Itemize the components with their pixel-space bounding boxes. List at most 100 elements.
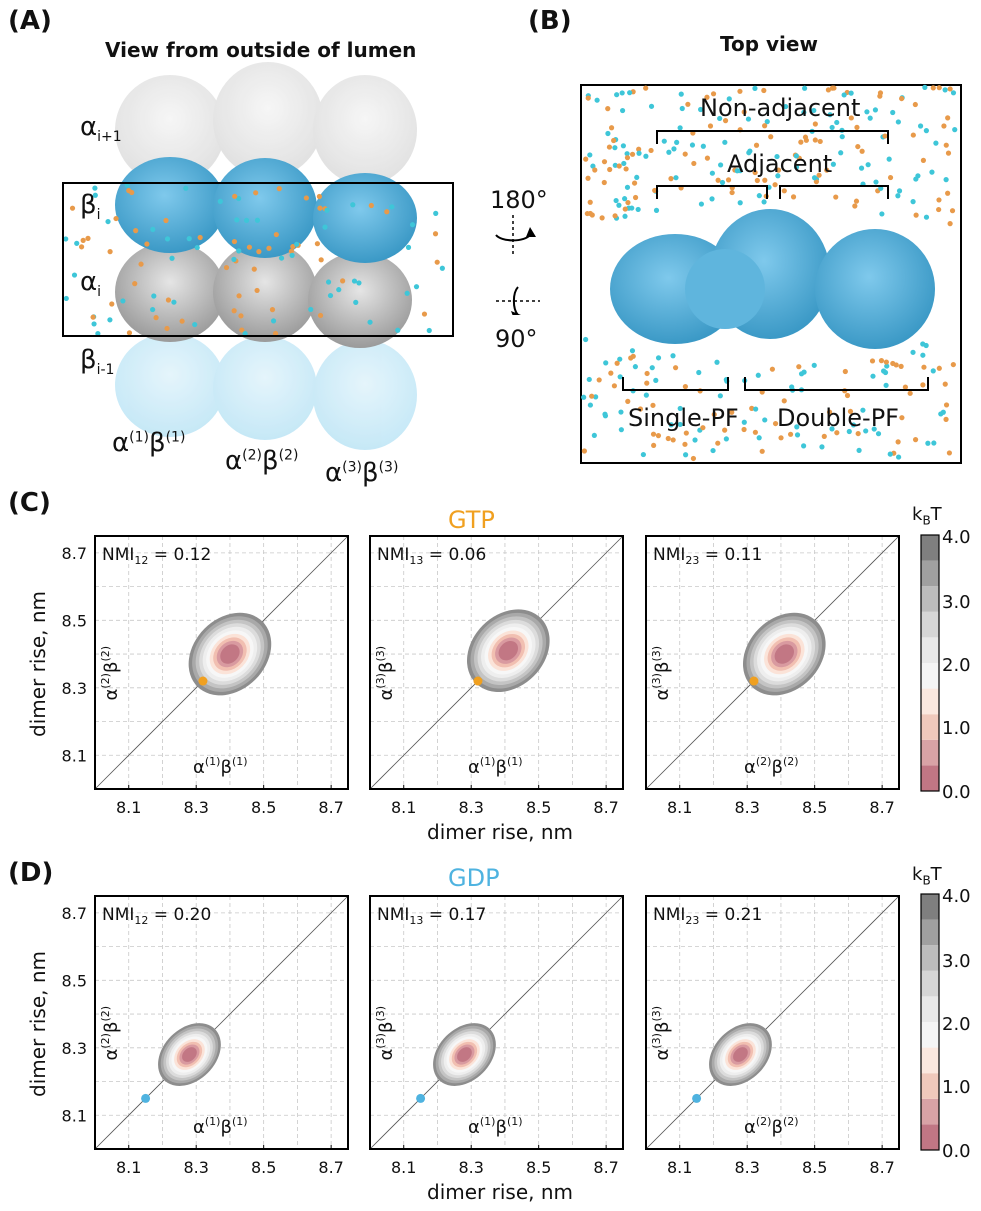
ion bbox=[936, 85, 942, 91]
ion bbox=[950, 361, 956, 368]
x-tick-label: 8.7 bbox=[593, 798, 618, 817]
ion bbox=[107, 249, 113, 255]
x-tick-label: 8.1 bbox=[116, 1158, 141, 1177]
ion bbox=[829, 426, 835, 432]
ion bbox=[710, 91, 717, 97]
ion bbox=[811, 362, 817, 368]
colorbar-level bbox=[921, 663, 939, 689]
ion bbox=[887, 174, 894, 181]
ion bbox=[709, 196, 715, 202]
ion bbox=[340, 278, 346, 284]
ion bbox=[432, 231, 439, 237]
panel-d-xlabel: dimer rise, nm bbox=[427, 1180, 573, 1204]
ion bbox=[691, 160, 697, 167]
ion bbox=[169, 255, 175, 261]
heatmap-plot: 8.1 8.3 8.5 8.7 NMI13 = 0.06 α(1)β(1) α(3)β(3) bbox=[369, 535, 624, 817]
ion bbox=[698, 106, 704, 113]
ion bbox=[883, 359, 889, 365]
ion bbox=[893, 362, 899, 368]
ion bbox=[801, 109, 807, 115]
heatmap-plot: 8.1 8.3 8.5 8.7 8.1 8.3 8.5 8.7 NMI12 = 0.12 α(1)… bbox=[62, 535, 349, 817]
ion bbox=[856, 447, 862, 454]
ion bbox=[672, 365, 679, 371]
ion bbox=[612, 145, 618, 151]
heatmap-plot: 8.1 8.3 8.5 8.7 8.1 8.3 8.5 8.7 NMI12 = 0.20 α(1)… bbox=[62, 895, 349, 1177]
x-tick-label: 8.1 bbox=[667, 798, 692, 817]
ion bbox=[853, 198, 860, 204]
ion bbox=[854, 124, 860, 130]
ion bbox=[682, 151, 688, 157]
x-tick-label: 8.5 bbox=[526, 1158, 551, 1177]
colorbar-level bbox=[921, 1073, 939, 1099]
ion bbox=[120, 298, 126, 304]
ion bbox=[775, 173, 781, 179]
ion bbox=[640, 451, 646, 458]
ion bbox=[608, 370, 614, 376]
ion bbox=[632, 364, 638, 370]
ion bbox=[353, 299, 359, 305]
panel-d-cbar-unit: kBT bbox=[912, 864, 942, 888]
ion bbox=[133, 228, 139, 234]
contour-level bbox=[733, 1047, 748, 1062]
ion bbox=[741, 109, 747, 115]
ion bbox=[729, 189, 735, 196]
ion bbox=[256, 249, 262, 255]
ion bbox=[922, 84, 928, 90]
ion bbox=[923, 128, 929, 134]
ion bbox=[863, 428, 869, 434]
ion bbox=[602, 411, 608, 417]
x-tick-label: 8.3 bbox=[734, 1158, 759, 1177]
ion bbox=[717, 393, 723, 399]
ion bbox=[612, 213, 618, 219]
ion bbox=[620, 143, 626, 149]
ion bbox=[796, 364, 802, 370]
ion bbox=[707, 123, 714, 129]
panel-d-ylabel: dimer rise, nm bbox=[26, 951, 50, 1097]
ion bbox=[709, 170, 715, 176]
ion bbox=[938, 411, 944, 417]
ion bbox=[841, 92, 847, 98]
y-tick-label: 8.3 bbox=[62, 679, 87, 698]
ion bbox=[884, 363, 890, 369]
ion bbox=[813, 179, 820, 185]
rotation-icons bbox=[495, 215, 540, 315]
ion bbox=[163, 217, 169, 224]
ion bbox=[652, 187, 658, 194]
ion bbox=[910, 199, 916, 205]
ion bbox=[605, 130, 611, 137]
ion bbox=[217, 198, 223, 204]
ion bbox=[627, 90, 633, 96]
x-dimer-label: α(1)β(1) bbox=[193, 755, 248, 778]
ion bbox=[621, 160, 627, 167]
ion bbox=[920, 382, 926, 388]
ion bbox=[811, 107, 817, 114]
x-tick-label: 8.7 bbox=[318, 1158, 343, 1177]
ion bbox=[677, 405, 683, 412]
plot-frame bbox=[94, 895, 349, 1150]
ion bbox=[164, 325, 170, 332]
ion bbox=[183, 185, 189, 191]
x-dimer-label: α(2)β(2) bbox=[744, 1115, 799, 1138]
beta-i-minus-1-blobs bbox=[115, 333, 417, 450]
ion bbox=[587, 152, 593, 158]
ion bbox=[945, 190, 951, 196]
ion bbox=[860, 407, 866, 413]
y-tick-label: 8.3 bbox=[62, 1039, 87, 1058]
ion bbox=[336, 287, 342, 293]
ion bbox=[945, 115, 951, 121]
ion bbox=[825, 87, 832, 93]
ion bbox=[648, 147, 654, 154]
y-tick-label: 8.1 bbox=[62, 1106, 87, 1125]
ion bbox=[668, 422, 674, 428]
label-beta-i: βi bbox=[80, 190, 101, 224]
ion bbox=[677, 125, 683, 131]
colorbar-frame bbox=[920, 534, 940, 792]
x-tick-label: 8.1 bbox=[391, 1158, 416, 1177]
ion bbox=[762, 177, 768, 183]
ion bbox=[637, 406, 644, 412]
ion bbox=[715, 440, 721, 446]
colorbar-level bbox=[921, 714, 939, 740]
ion bbox=[266, 245, 272, 251]
nmi-label: NMI13 = 0.06 bbox=[377, 545, 486, 567]
ion bbox=[830, 161, 836, 167]
